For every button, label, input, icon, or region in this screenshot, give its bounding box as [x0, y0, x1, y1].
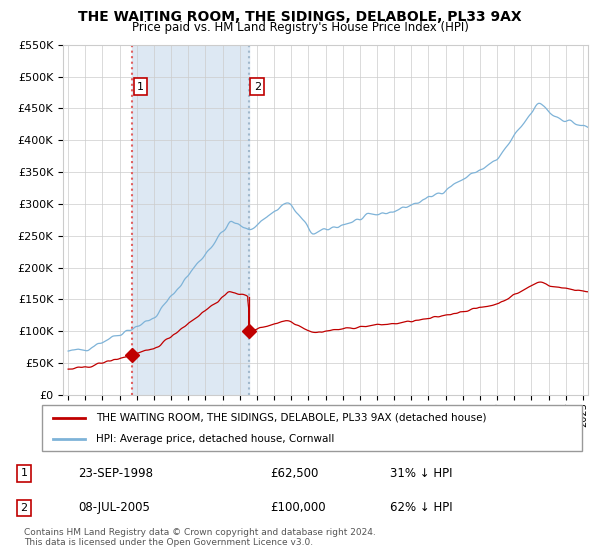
FancyBboxPatch shape [42, 405, 582, 451]
Text: 2: 2 [254, 82, 261, 92]
Text: 1: 1 [137, 82, 144, 92]
Text: HPI: Average price, detached house, Cornwall: HPI: Average price, detached house, Corn… [96, 435, 334, 444]
Text: £62,500: £62,500 [270, 466, 319, 480]
Text: THE WAITING ROOM, THE SIDINGS, DELABOLE, PL33 9AX: THE WAITING ROOM, THE SIDINGS, DELABOLE,… [78, 10, 522, 24]
Text: 31% ↓ HPI: 31% ↓ HPI [390, 466, 452, 480]
Text: 2: 2 [20, 503, 28, 513]
Text: 1: 1 [20, 468, 28, 478]
Text: THE WAITING ROOM, THE SIDINGS, DELABOLE, PL33 9AX (detached house): THE WAITING ROOM, THE SIDINGS, DELABOLE,… [96, 413, 487, 423]
Bar [132, 45, 248, 395]
Text: 08-JUL-2005: 08-JUL-2005 [78, 501, 150, 515]
Text: 62% ↓ HPI: 62% ↓ HPI [390, 501, 452, 515]
Text: Price paid vs. HM Land Registry's House Price Index (HPI): Price paid vs. HM Land Registry's House … [131, 21, 469, 34]
Text: Contains HM Land Registry data © Crown copyright and database right 2024.
This d: Contains HM Land Registry data © Crown c… [24, 528, 376, 547]
Text: £100,000: £100,000 [270, 501, 326, 515]
Text: 23-SEP-1998: 23-SEP-1998 [78, 466, 153, 480]
